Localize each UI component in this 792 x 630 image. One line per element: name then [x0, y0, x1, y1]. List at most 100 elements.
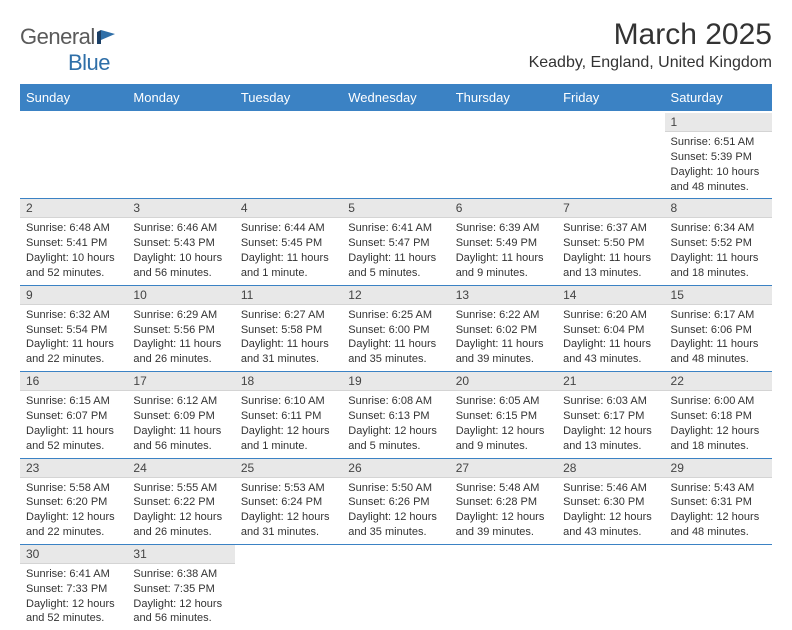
calendar-day-cell: 18Sunrise: 6:10 AMSunset: 6:11 PMDayligh… — [235, 372, 342, 458]
calendar-day-cell — [127, 112, 234, 199]
day-content: Sunrise: 5:53 AMSunset: 6:24 PMDaylight:… — [235, 478, 342, 544]
calendar-day-cell: 17Sunrise: 6:12 AMSunset: 6:09 PMDayligh… — [127, 372, 234, 458]
sunset-text: Sunset: 5:47 PM — [348, 236, 443, 251]
day-number: 6 — [450, 199, 557, 218]
sunrise-text: Sunrise: 6:51 AM — [671, 135, 766, 150]
day-content: Sunrise: 5:58 AMSunset: 6:20 PMDaylight:… — [20, 478, 127, 544]
day-content: Sunrise: 6:10 AMSunset: 6:11 PMDaylight:… — [235, 391, 342, 457]
daylight-text: Daylight: 12 hours and 18 minutes. — [671, 424, 766, 454]
day-number: 4 — [235, 199, 342, 218]
daylight-text: Daylight: 11 hours and 35 minutes. — [348, 337, 443, 367]
daylight-text: Daylight: 11 hours and 48 minutes. — [671, 337, 766, 367]
daylight-text: Daylight: 12 hours and 52 minutes. — [26, 597, 121, 627]
day-header: Sunday — [20, 84, 127, 112]
sunrise-text: Sunrise: 6:10 AM — [241, 394, 336, 409]
calendar-week-row: 16Sunrise: 6:15 AMSunset: 6:07 PMDayligh… — [20, 372, 772, 458]
daylight-text: Daylight: 11 hours and 52 minutes. — [26, 424, 121, 454]
day-number: 11 — [235, 286, 342, 305]
sunset-text: Sunset: 5:58 PM — [241, 323, 336, 338]
calendar-day-cell: 11Sunrise: 6:27 AMSunset: 5:58 PMDayligh… — [235, 285, 342, 371]
day-content: Sunrise: 5:55 AMSunset: 6:22 PMDaylight:… — [127, 478, 234, 544]
sunset-text: Sunset: 6:17 PM — [563, 409, 658, 424]
daylight-text: Daylight: 12 hours and 48 minutes. — [671, 510, 766, 540]
sunset-text: Sunset: 5:54 PM — [26, 323, 121, 338]
sunset-text: Sunset: 6:30 PM — [563, 495, 658, 510]
calendar-day-cell — [235, 544, 342, 630]
sunrise-text: Sunrise: 6:41 AM — [26, 567, 121, 582]
sunset-text: Sunset: 6:13 PM — [348, 409, 443, 424]
day-number: 8 — [665, 199, 772, 218]
sunrise-text: Sunrise: 6:27 AM — [241, 308, 336, 323]
calendar-day-cell: 10Sunrise: 6:29 AMSunset: 5:56 PMDayligh… — [127, 285, 234, 371]
calendar-day-cell: 22Sunrise: 6:00 AMSunset: 6:18 PMDayligh… — [665, 372, 772, 458]
day-content: Sunrise: 6:37 AMSunset: 5:50 PMDaylight:… — [557, 218, 664, 284]
calendar-week-row: 2Sunrise: 6:48 AMSunset: 5:41 PMDaylight… — [20, 199, 772, 285]
calendar-week-row: 23Sunrise: 5:58 AMSunset: 6:20 PMDayligh… — [20, 458, 772, 544]
day-content: Sunrise: 6:15 AMSunset: 6:07 PMDaylight:… — [20, 391, 127, 457]
day-content: Sunrise: 6:27 AMSunset: 5:58 PMDaylight:… — [235, 305, 342, 371]
calendar-day-cell: 21Sunrise: 6:03 AMSunset: 6:17 PMDayligh… — [557, 372, 664, 458]
sunrise-text: Sunrise: 6:15 AM — [26, 394, 121, 409]
header: General Blue March 2025 Keadby, England,… — [20, 18, 772, 76]
sunrise-text: Sunrise: 6:03 AM — [563, 394, 658, 409]
sunrise-text: Sunrise: 6:05 AM — [456, 394, 551, 409]
sunset-text: Sunset: 6:09 PM — [133, 409, 228, 424]
daylight-text: Daylight: 12 hours and 43 minutes. — [563, 510, 658, 540]
sunset-text: Sunset: 6:07 PM — [26, 409, 121, 424]
daylight-text: Daylight: 12 hours and 56 minutes. — [133, 597, 228, 627]
sunset-text: Sunset: 5:52 PM — [671, 236, 766, 251]
daylight-text: Daylight: 11 hours and 56 minutes. — [133, 424, 228, 454]
day-content: Sunrise: 6:20 AMSunset: 6:04 PMDaylight:… — [557, 305, 664, 371]
day-header: Wednesday — [342, 84, 449, 112]
sunrise-text: Sunrise: 6:38 AM — [133, 567, 228, 582]
day-number: 28 — [557, 459, 664, 478]
daylight-text: Daylight: 11 hours and 1 minute. — [241, 251, 336, 281]
calendar-day-cell — [342, 544, 449, 630]
day-number: 31 — [127, 545, 234, 564]
day-content: Sunrise: 6:17 AMSunset: 6:06 PMDaylight:… — [665, 305, 772, 371]
sunrise-text: Sunrise: 6:17 AM — [671, 308, 766, 323]
day-number: 15 — [665, 286, 772, 305]
calendar-day-cell: 6Sunrise: 6:39 AMSunset: 5:49 PMDaylight… — [450, 199, 557, 285]
daylight-text: Daylight: 11 hours and 18 minutes. — [671, 251, 766, 281]
calendar-day-cell: 31Sunrise: 6:38 AMSunset: 7:35 PMDayligh… — [127, 544, 234, 630]
sunrise-text: Sunrise: 6:44 AM — [241, 221, 336, 236]
sunrise-text: Sunrise: 6:32 AM — [26, 308, 121, 323]
calendar-day-cell — [557, 112, 664, 199]
sunset-text: Sunset: 6:00 PM — [348, 323, 443, 338]
sunrise-text: Sunrise: 5:50 AM — [348, 481, 443, 496]
day-number: 1 — [665, 113, 772, 132]
sunrise-text: Sunrise: 6:39 AM — [456, 221, 551, 236]
calendar-day-cell: 7Sunrise: 6:37 AMSunset: 5:50 PMDaylight… — [557, 199, 664, 285]
day-content: Sunrise: 5:50 AMSunset: 6:26 PMDaylight:… — [342, 478, 449, 544]
calendar-week-row: 30Sunrise: 6:41 AMSunset: 7:33 PMDayligh… — [20, 544, 772, 630]
daylight-text: Daylight: 12 hours and 5 minutes. — [348, 424, 443, 454]
sunset-text: Sunset: 6:15 PM — [456, 409, 551, 424]
calendar-day-cell: 19Sunrise: 6:08 AMSunset: 6:13 PMDayligh… — [342, 372, 449, 458]
sunrise-text: Sunrise: 6:08 AM — [348, 394, 443, 409]
daylight-text: Daylight: 12 hours and 39 minutes. — [456, 510, 551, 540]
day-header: Friday — [557, 84, 664, 112]
day-number: 18 — [235, 372, 342, 391]
sunset-text: Sunset: 5:49 PM — [456, 236, 551, 251]
day-number: 27 — [450, 459, 557, 478]
sunrise-text: Sunrise: 5:43 AM — [671, 481, 766, 496]
day-content: Sunrise: 6:41 AMSunset: 5:47 PMDaylight:… — [342, 218, 449, 284]
calendar-day-cell: 23Sunrise: 5:58 AMSunset: 6:20 PMDayligh… — [20, 458, 127, 544]
calendar-day-cell — [20, 112, 127, 199]
day-content: Sunrise: 6:22 AMSunset: 6:02 PMDaylight:… — [450, 305, 557, 371]
calendar-day-cell: 9Sunrise: 6:32 AMSunset: 5:54 PMDaylight… — [20, 285, 127, 371]
day-number: 22 — [665, 372, 772, 391]
location: Keadby, England, United Kingdom — [529, 54, 772, 72]
day-number: 14 — [557, 286, 664, 305]
daylight-text: Daylight: 11 hours and 22 minutes. — [26, 337, 121, 367]
day-content: Sunrise: 6:46 AMSunset: 5:43 PMDaylight:… — [127, 218, 234, 284]
sunrise-text: Sunrise: 6:29 AM — [133, 308, 228, 323]
calendar-day-cell: 30Sunrise: 6:41 AMSunset: 7:33 PMDayligh… — [20, 544, 127, 630]
sunset-text: Sunset: 7:33 PM — [26, 582, 121, 597]
sunrise-text: Sunrise: 6:41 AM — [348, 221, 443, 236]
sunrise-text: Sunrise: 5:48 AM — [456, 481, 551, 496]
sunset-text: Sunset: 6:22 PM — [133, 495, 228, 510]
sunset-text: Sunset: 5:39 PM — [671, 150, 766, 165]
daylight-text: Daylight: 11 hours and 13 minutes. — [563, 251, 658, 281]
